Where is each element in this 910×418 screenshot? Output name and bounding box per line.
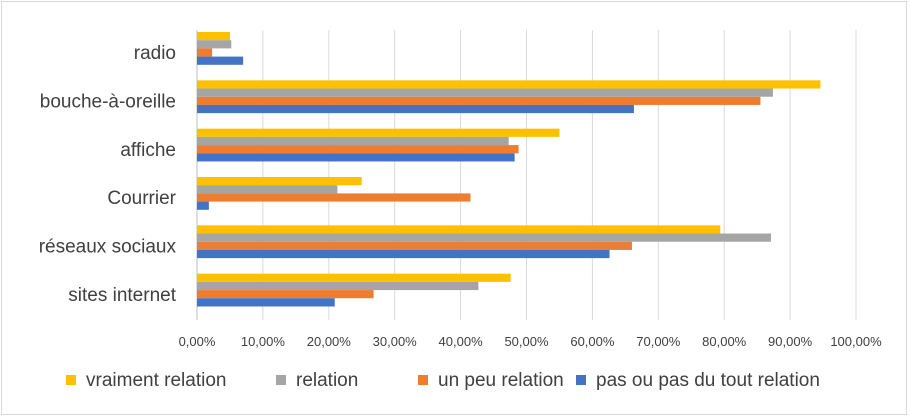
x-tick-label: 60,00% bbox=[570, 334, 615, 349]
x-tick-label: 70,00% bbox=[636, 334, 681, 349]
bar-courrier-vraiment-relation bbox=[197, 177, 362, 186]
legend-swatch-un-peu-relation bbox=[418, 375, 428, 385]
bar-radio-vraiment-relation bbox=[197, 32, 230, 41]
bar-affiche-relation bbox=[197, 136, 509, 146]
x-tick-label: 80,00% bbox=[702, 334, 747, 349]
bar-sites-internet-un-peu-relation bbox=[197, 290, 374, 299]
legend-swatch-relation bbox=[276, 375, 286, 385]
category-label-affiche: affiche bbox=[120, 140, 176, 161]
legend-swatch-pas-ou-pas-du-tout-relation bbox=[576, 375, 586, 385]
x-tick-label: 0,00% bbox=[179, 334, 216, 349]
category-label-sites-internet: sites internet bbox=[68, 285, 176, 306]
legend-label-un-peu-relation: un peu relation bbox=[438, 370, 564, 391]
bar-bouche-a-oreille-un-peu-relation bbox=[197, 96, 761, 105]
x-tick-labels: 0,00% 10,00% 20,00% 30,00% 40,00% 50,00% 60,00… bbox=[179, 334, 883, 349]
bar-reseaux-sociaux-relation bbox=[197, 233, 771, 242]
x-tick-label: 40,00% bbox=[439, 334, 484, 349]
legend-label-pas-ou-pas-du-tout-relation: pas ou pas du tout relation bbox=[596, 370, 820, 391]
bar-reseaux-sociaux-pas-ou-pas-du-tout-relation bbox=[197, 249, 610, 259]
bar-affiche-vraiment-relation bbox=[197, 128, 560, 137]
bar-bouche-a-oreille-pas-ou-pas-du-tout-relation bbox=[197, 104, 634, 114]
gridlines bbox=[196, 30, 857, 320]
x-tick-label: 90,00% bbox=[768, 334, 813, 349]
bar-bouche-a-oreille-vraiment-relation bbox=[197, 80, 821, 89]
legend-label-relation: relation bbox=[296, 370, 358, 391]
category-label-courrier: Courrier bbox=[107, 188, 176, 209]
bar-reseaux-sociaux-vraiment-relation bbox=[197, 225, 721, 234]
category-label-bouche-a-oreille: bouche-à-oreille bbox=[40, 92, 176, 113]
category-label-radio: radio bbox=[134, 43, 176, 64]
bar-radio-pas-ou-pas-du-tout-relation bbox=[197, 56, 244, 65]
bar-reseaux-sociaux-un-peu-relation bbox=[197, 241, 632, 250]
bar-courrier-relation bbox=[197, 185, 338, 194]
bar-affiche-un-peu-relation bbox=[197, 145, 519, 154]
bars bbox=[197, 32, 821, 307]
legend-label-vraiment-relation: vraiment relation bbox=[86, 370, 226, 391]
x-tick-label: 10,00% bbox=[241, 334, 286, 349]
x-tick-label: 50,00% bbox=[504, 334, 549, 349]
category-label-reseaux-sociaux: réseaux sociaux bbox=[39, 237, 177, 258]
bar-radio-un-peu-relation bbox=[197, 48, 213, 57]
legend-swatch-vraiment-relation bbox=[66, 375, 76, 385]
bar-courrier-pas-ou-pas-du-tout-relation bbox=[197, 201, 209, 210]
x-tick-label: 100,00% bbox=[830, 334, 882, 349]
bar-sites-internet-vraiment-relation bbox=[197, 273, 511, 282]
bar-radio-relation bbox=[197, 40, 232, 49]
bar-sites-internet-relation bbox=[197, 281, 479, 291]
category-labels: radio bouche-à-oreille affiche Courrier rése… bbox=[39, 43, 177, 306]
x-tick-label: 30,00% bbox=[373, 334, 418, 349]
bar-bouche-a-oreille-relation bbox=[197, 88, 773, 97]
bar-sites-internet-pas-ou-pas-du-tout-relation bbox=[197, 298, 335, 307]
bar-affiche-pas-ou-pas-du-tout-relation bbox=[197, 153, 515, 162]
x-tick-label: 20,00% bbox=[307, 334, 352, 349]
legend: vraiment relation relation un peu relation… bbox=[66, 370, 820, 391]
bar-courrier-un-peu-relation bbox=[197, 193, 471, 202]
